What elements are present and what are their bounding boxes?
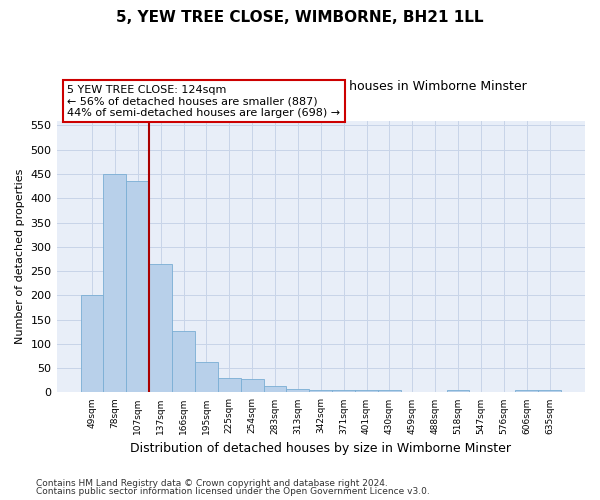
- Bar: [310, 390, 332, 392]
- Text: 5 YEW TREE CLOSE: 124sqm
← 56% of detached houses are smaller (887)
44% of semi-: 5 YEW TREE CLOSE: 124sqm ← 56% of detach…: [67, 84, 340, 118]
- X-axis label: Distribution of detached houses by size in Wimborne Minster: Distribution of detached houses by size …: [130, 442, 511, 455]
- Bar: [538, 390, 561, 392]
- Bar: [332, 390, 355, 392]
- Bar: [149, 264, 172, 392]
- Bar: [241, 379, 263, 392]
- Bar: [263, 386, 286, 392]
- Bar: [127, 181, 149, 392]
- Bar: [80, 296, 103, 392]
- Bar: [218, 378, 241, 392]
- Text: Contains HM Land Registry data © Crown copyright and database right 2024.: Contains HM Land Registry data © Crown c…: [36, 478, 388, 488]
- Text: Contains public sector information licensed under the Open Government Licence v3: Contains public sector information licen…: [36, 487, 430, 496]
- Bar: [446, 390, 469, 392]
- Bar: [195, 362, 218, 392]
- Bar: [355, 390, 378, 392]
- Y-axis label: Number of detached properties: Number of detached properties: [15, 169, 25, 344]
- Bar: [103, 174, 127, 392]
- Text: 5, YEW TREE CLOSE, WIMBORNE, BH21 1LL: 5, YEW TREE CLOSE, WIMBORNE, BH21 1LL: [116, 10, 484, 25]
- Bar: [172, 331, 195, 392]
- Bar: [515, 390, 538, 392]
- Title: Size of property relative to detached houses in Wimborne Minster: Size of property relative to detached ho…: [115, 80, 527, 93]
- Bar: [286, 388, 310, 392]
- Bar: [378, 390, 401, 392]
